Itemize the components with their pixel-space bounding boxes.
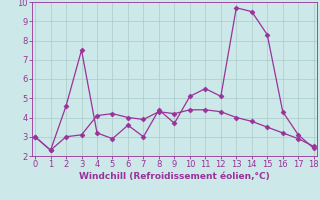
- X-axis label: Windchill (Refroidissement éolien,°C): Windchill (Refroidissement éolien,°C): [79, 172, 270, 181]
